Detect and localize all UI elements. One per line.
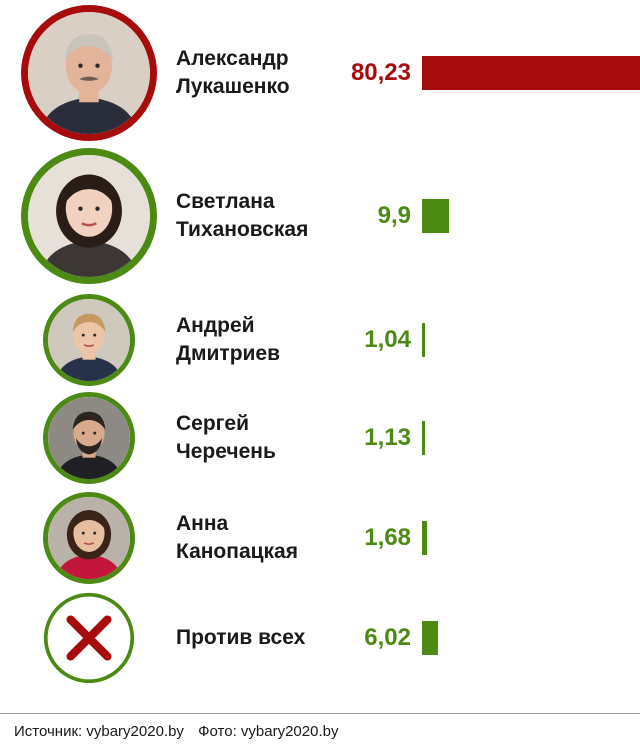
value-label: 6,02 <box>364 624 411 651</box>
source-credit: Источник: vybary2020.by <box>14 723 184 740</box>
candidate-name: Анна Канопацкая <box>176 510 298 566</box>
candidate-name-line: Андрей <box>176 314 255 337</box>
candidate-name: Светлана Тихановская <box>176 188 308 244</box>
photo-credit: Фото: vybary2020.by <box>198 723 339 740</box>
value-label: 1,04 <box>364 326 411 353</box>
candidate-name: Александр Лукашенко <box>176 45 290 101</box>
result-bar <box>422 621 439 655</box>
value-label: 1,13 <box>364 424 411 451</box>
result-bar <box>422 421 426 455</box>
candidate-photo <box>21 148 157 284</box>
result-bar <box>422 199 449 233</box>
candidate-name: Против всех <box>176 624 305 652</box>
candidate-photo <box>43 492 135 584</box>
candidate-name-line: Сергей <box>176 412 250 435</box>
candidate-name: Сергей Черечень <box>176 410 276 466</box>
candidate-photo <box>21 5 157 141</box>
candidate-name-line: Анна <box>176 512 229 535</box>
candidate-photo <box>43 392 135 484</box>
result-bar <box>422 56 640 90</box>
candidate-name-line: Дмитриев <box>176 342 281 365</box>
candidate-name-line: Светлана <box>176 190 275 213</box>
result-bar <box>422 323 425 357</box>
candidate-photo <box>43 294 135 386</box>
footer: Источник: vybary2020.by Фото: vybary2020… <box>14 723 338 740</box>
candidate-name: Андрей Дмитриев <box>176 312 280 368</box>
value-label: 1,68 <box>364 524 411 551</box>
candidate-name-line: Тихановская <box>176 218 309 241</box>
candidate-name-line: Черечень <box>176 440 276 463</box>
result-bar <box>422 521 427 555</box>
value-label: 9,9 <box>377 202 411 229</box>
footer-divider <box>0 713 640 714</box>
value-label: 80,23 <box>350 59 411 86</box>
election-results-chart: Александр Лукашенко 80,23 Светлана Тихановск… <box>21 5 640 684</box>
candidate-name-line: Лукашенко <box>176 75 290 98</box>
candidate-name-line: Александр <box>176 47 289 70</box>
candidate-name-line: Канопацкая <box>176 540 298 563</box>
against-all-cross-icon <box>43 592 135 684</box>
candidate-name-line: Против всех <box>176 626 306 649</box>
